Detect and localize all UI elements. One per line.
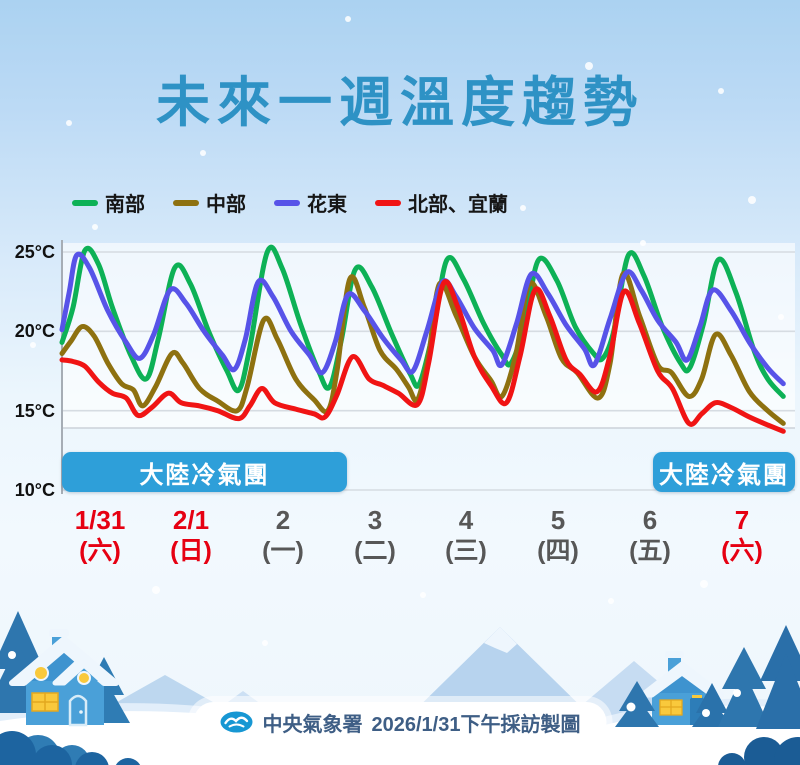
x-axis-weekday: (六)	[721, 537, 763, 565]
x-axis-label-day3: 2 (一)	[235, 505, 331, 567]
legend-swatch-north-yilan	[375, 199, 401, 206]
y-axis-label-20: 20°C	[14, 321, 55, 341]
legend-swatch-south	[72, 199, 98, 206]
pine-tree	[718, 647, 770, 727]
snow-dot	[430, 96, 436, 102]
snow-dot	[608, 598, 614, 604]
series-line-north-yilan	[59, 279, 786, 434]
legend-item-central: 中部	[173, 188, 246, 217]
bush	[0, 731, 141, 765]
snow-dot	[66, 120, 72, 126]
snow-dot	[718, 88, 724, 94]
snow-dot	[700, 580, 708, 588]
y-axis-label-15: 15°C	[14, 401, 55, 421]
legend-label: 北部、宜蘭	[408, 194, 508, 216]
x-axis-label-day1: 1/31 (六)	[52, 505, 148, 567]
snow-dot	[152, 586, 160, 594]
pine-tree	[615, 681, 659, 727]
legend-label: 中部	[206, 194, 246, 216]
x-axis-date: 2	[275, 505, 291, 535]
y-axis-label-25: 25°C	[14, 242, 55, 262]
snow-dot	[585, 62, 593, 70]
pine-tree	[756, 625, 800, 729]
legend-label: 花東	[307, 194, 347, 216]
x-axis-weekday: (三)	[445, 537, 487, 565]
snow-dot	[92, 224, 98, 230]
x-axis-weekday: (一)	[262, 537, 304, 565]
x-axis-label-day8: 7 (六)	[694, 505, 790, 567]
x-axis-weekday: (四)	[537, 537, 579, 565]
cwa-logo-icon	[220, 711, 253, 733]
banner-cold-air-left: 大陸冷氣團	[62, 452, 347, 492]
legend-item-south: 南部	[72, 188, 145, 217]
x-axis-label-day4: 3 (二)	[327, 505, 423, 567]
y-axis-label-10: 10°C	[14, 480, 55, 500]
legend-item-north-yilan: 北部、宜蘭	[375, 188, 508, 217]
x-axis-label-day2: 2/1 (日)	[143, 505, 239, 567]
legend-swatch-central	[173, 199, 199, 206]
house	[639, 651, 725, 725]
banner-cold-air-right: 大陸冷氣團	[653, 452, 795, 492]
legend-label: 南部	[105, 194, 145, 216]
bush	[718, 737, 800, 765]
snow-dot	[262, 640, 268, 646]
house	[9, 629, 119, 727]
x-axis-label-day7: 6 (五)	[602, 505, 698, 567]
legend-swatch-east	[274, 199, 300, 206]
x-axis-date: 3	[367, 505, 383, 535]
snow-dot	[748, 196, 756, 204]
x-axis-label-day6: 5 (四)	[510, 505, 606, 567]
snow-dot	[520, 205, 526, 211]
x-axis-date: 2/1	[172, 505, 210, 535]
footer-badge: 中央氣象署 2026/1/31下午採訪製圖	[193, 702, 607, 742]
snow-dot	[200, 150, 206, 156]
x-axis-weekday: (日)	[170, 537, 212, 565]
x-axis-weekday: (五)	[629, 537, 671, 565]
x-axis-date: 5	[550, 505, 566, 535]
series-line-east	[59, 251, 786, 387]
x-axis-label-day5: 4 (三)	[418, 505, 514, 567]
footer-agency: 中央氣象署	[262, 713, 363, 736]
legend: 南部 中部 花東 北部、宜蘭	[72, 188, 508, 217]
footer-caption: 2026/1/31下午採訪製圖	[371, 713, 581, 736]
snow-dot	[702, 709, 710, 717]
x-axis-date: 1/31	[74, 505, 126, 535]
snow-dot	[420, 592, 426, 598]
x-axis-date: 6	[642, 505, 658, 535]
x-axis-weekday: (二)	[354, 537, 396, 565]
page-title: 未來一週溫度趨勢	[156, 73, 644, 133]
x-axis-date: 7	[734, 505, 750, 535]
snow-dot	[30, 342, 36, 348]
x-axis-date: 4	[458, 505, 474, 535]
snow-dot	[345, 16, 351, 22]
legend-item-east: 花東	[274, 188, 347, 217]
x-axis-weekday: (六)	[79, 537, 121, 565]
